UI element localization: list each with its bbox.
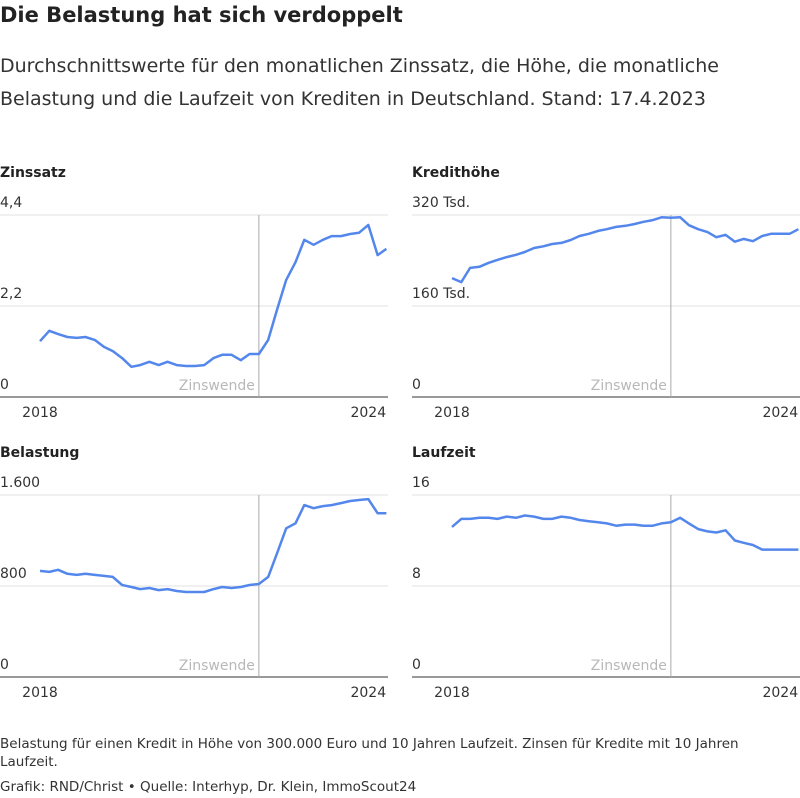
x-tick-label: 2024 bbox=[762, 685, 798, 701]
x-tick-label: 2024 bbox=[762, 405, 798, 421]
panel-title: Kredithöhe bbox=[412, 165, 500, 181]
marker-label: Zinswende bbox=[179, 658, 255, 674]
x-tick-label: 2024 bbox=[350, 685, 386, 701]
source: Grafik: RND/Christ • Quelle: Interhyp, D… bbox=[0, 779, 417, 795]
title: Die Belastung hat sich verdoppelt bbox=[0, 3, 403, 27]
y-tick-label: 0 bbox=[0, 657, 9, 673]
subtitle: Durchschnittswerte für den monatlichen Z… bbox=[0, 55, 719, 110]
x-tick-label: 2018 bbox=[22, 405, 58, 421]
data-line bbox=[39, 497, 387, 594]
marker-label: Zinswende bbox=[591, 658, 667, 674]
y-tick-label: 1.600 bbox=[0, 475, 40, 491]
y-tick-label: 8 bbox=[412, 566, 421, 582]
x-tick-label: 2018 bbox=[22, 685, 58, 701]
y-tick-label: 0 bbox=[412, 657, 421, 673]
x-tick-label: 2018 bbox=[434, 405, 470, 421]
y-tick-label: 16 bbox=[412, 475, 430, 491]
y-tick-label: 4,4 bbox=[0, 195, 22, 211]
data-line bbox=[451, 216, 799, 284]
marker-label: Zinswende bbox=[179, 378, 255, 394]
y-tick-label: 2,2 bbox=[0, 286, 22, 302]
y-tick-label: 0 bbox=[0, 377, 9, 393]
data-line bbox=[451, 514, 799, 551]
y-tick-label: 320 Tsd. bbox=[412, 195, 470, 211]
panel-title: Laufzeit bbox=[412, 445, 476, 461]
y-tick-label: 0 bbox=[412, 377, 421, 393]
x-tick-label: 2024 bbox=[350, 405, 386, 421]
panel-title: Zinssatz bbox=[0, 165, 66, 181]
note: Belastung für einen Kredit in Höhe von 3… bbox=[0, 736, 739, 770]
marker-label: Zinswende bbox=[591, 378, 667, 394]
x-tick-label: 2018 bbox=[434, 685, 470, 701]
panel-title: Belastung bbox=[0, 445, 79, 461]
y-tick-label: 800 bbox=[0, 566, 27, 582]
data-line bbox=[39, 223, 388, 369]
y-tick-label: 160 Tsd. bbox=[412, 286, 470, 302]
